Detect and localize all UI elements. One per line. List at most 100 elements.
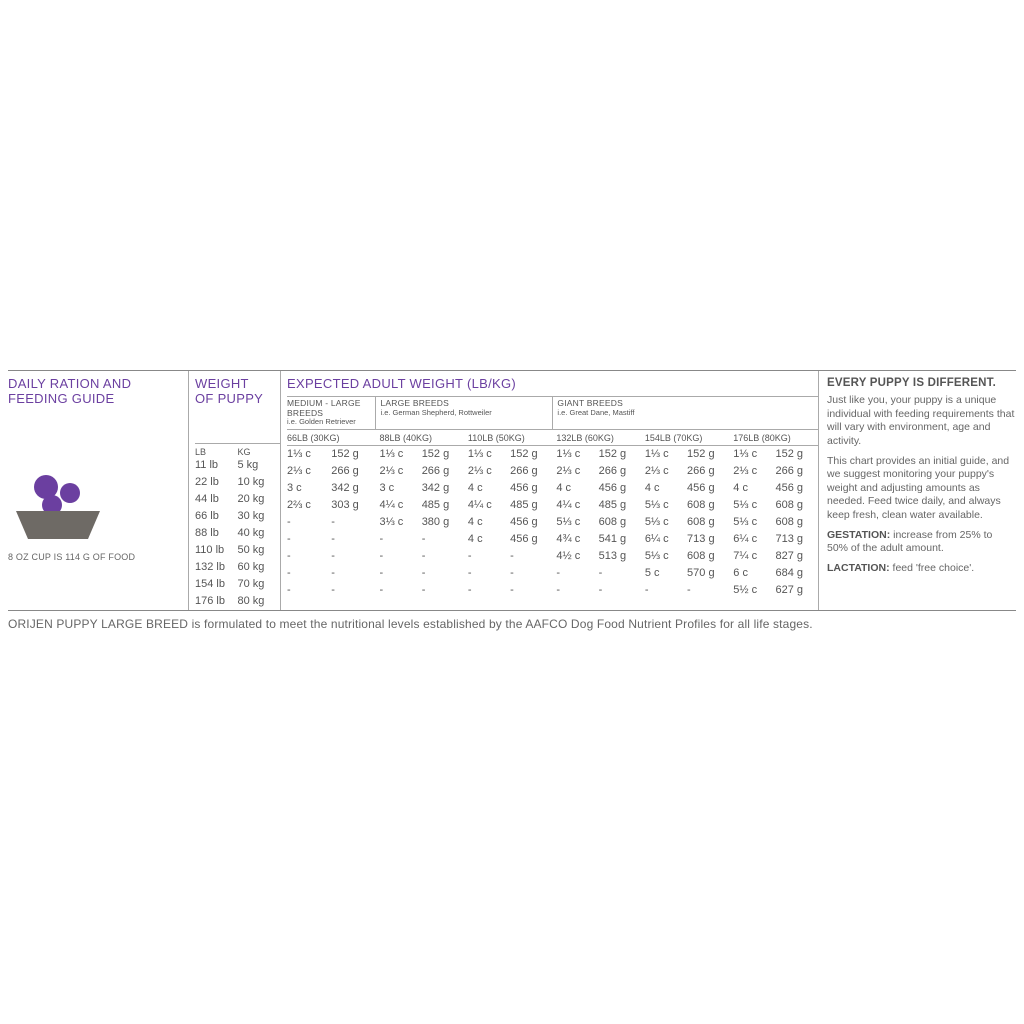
table-cell: 4½ c513 g (552, 548, 640, 565)
col-head-row: 66LB (30KG)88LB (40KG)110LB (50KG)132LB … (287, 430, 818, 446)
guide-title-line1: DAILY RATION AND (8, 376, 131, 391)
col-head: 154LB (70KG) (641, 430, 729, 445)
table-cell: -- (375, 531, 463, 548)
table-cell: 1⅓ c152 g (464, 446, 552, 463)
table-cell: 4¾ c541 g (552, 531, 640, 548)
table-row: ----4 c456 g4¾ c541 g6¼ c713 g6¼ c713 g (287, 531, 818, 548)
table-cell: 4 c456 g (464, 531, 552, 548)
table-cell: -- (287, 531, 375, 548)
table-cell: 5⅓ c608 g (552, 514, 640, 531)
table-cell: 4 c456 g (464, 480, 552, 497)
header-lb: LB (195, 447, 238, 457)
guide-title: DAILY RATION AND FEEDING GUIDE (8, 377, 180, 407)
header-kg: KG (238, 447, 281, 457)
weight-row: 110 lb50 kg (195, 542, 280, 559)
table-row: 2⅔ c303 g4¼ c485 g4¼ c485 g4¼ c485 g5⅓ c… (287, 497, 818, 514)
weight-row: 88 lb40 kg (195, 525, 280, 542)
weight-title: WEIGHT OF PUPPY (195, 377, 280, 407)
table-cell: 2⅓ c266 g (464, 463, 552, 480)
table-row: ------4½ c513 g5⅓ c608 g7¼ c827 g (287, 548, 818, 565)
table-cell: -- (375, 582, 463, 599)
weight-row: 44 lb20 kg (195, 491, 280, 508)
table-cell: 5½ c627 g (729, 582, 817, 599)
table-cell: 1⅓ c152 g (375, 446, 463, 463)
table-row: 2⅓ c266 g2⅓ c266 g2⅓ c266 g2⅓ c266 g2⅓ c… (287, 463, 818, 480)
right-p3: GESTATION: increase from 25% to 50% of t… (827, 529, 1016, 556)
left-column: DAILY RATION AND FEEDING GUIDE 8 OZ CUP … (8, 371, 188, 610)
table-cell: 1⅓ c152 g (729, 446, 817, 463)
table-cell: 4 c456 g (552, 480, 640, 497)
lactation-label: LACTATION: (827, 562, 890, 574)
table-cell: -- (552, 565, 640, 582)
right-p4: LACTATION: feed 'free choice'. (827, 562, 1016, 576)
table-cell: 4 c456 g (641, 480, 729, 497)
breed1-l1: MEDIUM - LARGE BREEDS (287, 399, 371, 419)
table-cell: -- (464, 565, 552, 582)
table-cell: 5⅓ c608 g (641, 548, 729, 565)
table-cell: -- (287, 514, 375, 531)
right-p2: This chart provides an initial guide, an… (827, 455, 1016, 523)
bowl-icon (8, 473, 108, 548)
weight-row: 176 lb80 kg (195, 593, 280, 610)
col-head: 88LB (40KG) (375, 430, 463, 445)
table-cell: 4¼ c485 g (375, 497, 463, 514)
weight-row: 11 lb5 kg (195, 457, 280, 474)
weight-row: 154 lb70 kg (195, 576, 280, 593)
data-rows: 1⅓ c152 g1⅓ c152 g1⅓ c152 g1⅓ c152 g1⅓ c… (287, 446, 818, 599)
table-cell: 2⅓ c266 g (641, 463, 729, 480)
table-cell: 5⅓ c608 g (729, 514, 817, 531)
table-cell: 3⅓ c380 g (375, 514, 463, 531)
table-cell: 6 c684 g (729, 565, 817, 582)
weight-title-l2: OF PUPPY (195, 391, 263, 406)
table-row: --------5 c570 g6 c684 g (287, 565, 818, 582)
weight-column: WEIGHT OF PUPPY LB KG 11 lb5 kg22 lb10 k… (188, 371, 280, 610)
table-cell: 1⅓ c152 g (641, 446, 729, 463)
col-head: 176LB (80KG) (729, 430, 817, 445)
gestation-label: GESTATION: (827, 529, 890, 541)
table-cell: -- (287, 548, 375, 565)
icon-caption: 8 OZ CUP IS 114 G OF FOOD (8, 552, 180, 562)
table-cell: -- (464, 582, 552, 599)
table-cell: 4 c456 g (729, 480, 817, 497)
breed-header-row: MEDIUM - LARGE BREEDS i.e. Golden Retrie… (287, 397, 818, 430)
breed-cell-3: GIANT BREEDS i.e. Great Dane, Mastiff (552, 397, 818, 429)
breed-cell-1: MEDIUM - LARGE BREEDS i.e. Golden Retrie… (287, 397, 375, 429)
right-column: EVERY PUPPY IS DIFFERENT. Just like you,… (818, 371, 1016, 610)
table-column: EXPECTED ADULT WEIGHT (LB/KG) MEDIUM - L… (280, 371, 818, 610)
table-cell: 4¼ c485 g (552, 497, 640, 514)
table-cell: 6¼ c713 g (729, 531, 817, 548)
table-cell: 5⅓ c608 g (729, 497, 817, 514)
table-cell: 5⅓ c608 g (641, 497, 729, 514)
breed-cell-2: LARGE BREEDS i.e. German Shepherd, Rottw… (375, 397, 552, 429)
table-row: 3 c342 g3 c342 g4 c456 g4 c456 g4 c456 g… (287, 480, 818, 497)
table-cell: -- (375, 548, 463, 565)
table-cell: -- (287, 565, 375, 582)
breed3-l2: i.e. Great Dane, Mastiff (557, 409, 814, 418)
table-row: 1⅓ c152 g1⅓ c152 g1⅓ c152 g1⅓ c152 g1⅓ c… (287, 446, 818, 463)
table-cell: 2⅓ c266 g (552, 463, 640, 480)
col-head: 132LB (60KG) (552, 430, 640, 445)
table-cell: 1⅓ c152 g (287, 446, 375, 463)
table-title: EXPECTED ADULT WEIGHT (LB/KG) (287, 377, 818, 397)
table-cell: 6¼ c713 g (641, 531, 729, 548)
table-cell: 4 c456 g (464, 514, 552, 531)
weight-title-l1: WEIGHT (195, 376, 249, 391)
table-row: ----------5½ c627 g (287, 582, 818, 599)
table-cell: 2⅓ c266 g (375, 463, 463, 480)
weight-row: 66 lb30 kg (195, 508, 280, 525)
table-cell: 4¼ c485 g (464, 497, 552, 514)
col-head: 110LB (50KG) (464, 430, 552, 445)
table-cell: 2⅔ c303 g (287, 497, 375, 514)
table-cell: -- (375, 565, 463, 582)
table-cell: 7¼ c827 g (729, 548, 817, 565)
feeding-guide-panel: DAILY RATION AND FEEDING GUIDE 8 OZ CUP … (8, 370, 1016, 611)
right-heading: EVERY PUPPY IS DIFFERENT. (827, 377, 1016, 389)
weight-row: 132 lb60 kg (195, 559, 280, 576)
table-cell: -- (552, 582, 640, 599)
breed1-l2: i.e. Golden Retriever (287, 418, 371, 427)
footer-text: ORIJEN PUPPY LARGE BREED is formulated t… (8, 611, 1016, 631)
table-cell: 2⅓ c266 g (287, 463, 375, 480)
guide-title-line2: FEEDING GUIDE (8, 391, 114, 406)
lactation-text: feed 'free choice'. (890, 562, 975, 574)
breed2-l2: i.e. German Shepherd, Rottweiler (380, 409, 548, 418)
